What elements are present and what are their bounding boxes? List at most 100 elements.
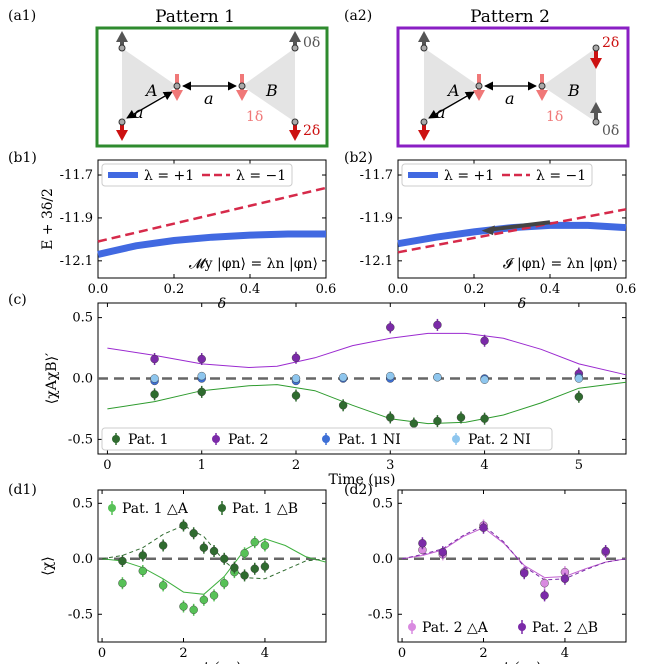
triangle-b-point: [438, 547, 447, 557]
pat-1-point: [433, 416, 442, 426]
legend-label: Pat. 1 △A: [122, 501, 189, 517]
x-tick-label: 0.0: [388, 282, 409, 297]
chart-d2: 0 2 4 0.5 0.0 -0.5 t (μs) Pat. 2 △A Pat. 2 △B: [368, 489, 627, 664]
legend-label: Pat. 1 NI: [338, 432, 401, 448]
pattern-2-title: Pattern 2: [470, 7, 550, 27]
x-axis-label: δ: [218, 296, 226, 312]
site: [118, 44, 126, 52]
legend-marker: [218, 504, 226, 512]
x-axis-label: t (μs): [203, 660, 240, 664]
triangle-a-point: [220, 578, 229, 588]
panel-label-d1: (d1): [8, 482, 37, 498]
y-tick-label: -11.7: [360, 168, 393, 183]
triangle-b-point: [220, 554, 229, 563]
fit-triangle-a: [402, 527, 627, 579]
y-axis-label: ⟨χAχB⟩′: [44, 353, 60, 404]
triangle-b-point: [209, 546, 219, 556]
legend-marker: [518, 623, 526, 631]
legend-label-plus: λ = +1: [444, 168, 494, 184]
pat-2-ni-point: [480, 375, 489, 384]
site: [291, 44, 299, 52]
pat-1-point: [338, 401, 348, 410]
ann-2delta: 2δ: [602, 35, 619, 51]
legend-marker: [322, 435, 330, 443]
x-tick-label: 4: [261, 646, 269, 661]
chart-d1: 0 2 4 0.5 0.0 -0.5 t (μs) ⟨χ⟩ Pat. 1 △A Pat. 1 △B: [40, 489, 327, 664]
pat-2-ni-point: [574, 374, 584, 383]
triangle-a-point: [189, 605, 198, 615]
y-axis-label: E + 3δ/2: [40, 188, 56, 250]
panel-label-b2: (b2): [344, 150, 373, 166]
y-tick-label: 0.5: [72, 496, 93, 511]
panel-label-a1: (a1): [8, 8, 36, 24]
pat-2-point: [197, 354, 206, 364]
site: [538, 82, 546, 90]
pat-1-point: [409, 419, 419, 428]
ann-1delta: 1δ: [246, 109, 263, 125]
y-tick-label: 0.0: [72, 552, 93, 567]
triangle-b-point: [158, 541, 168, 550]
series-lambda-minus: [397, 208, 627, 254]
plot-frame: [397, 489, 627, 643]
triangle-a-point: [179, 602, 188, 611]
x-tick-label: 0: [103, 458, 111, 473]
x-tick-label: 5: [575, 458, 583, 473]
legend-box: [101, 163, 293, 187]
y-tick-label: -0.5: [368, 607, 393, 622]
x-tick-label: 0.0: [88, 282, 109, 297]
legend-label-plus: λ = +1: [144, 168, 194, 184]
legend-label-minus: λ = −1: [536, 168, 586, 184]
pat-1-point: [291, 391, 301, 400]
pat-2-point: [291, 353, 301, 362]
triangle-b-point: [540, 591, 549, 600]
x-tick-label: 2: [179, 646, 187, 661]
site: [475, 82, 483, 90]
legend-label: Pat. 2 △A: [422, 620, 489, 636]
triangle-a-point: [209, 591, 219, 600]
pat-2-point: [386, 323, 395, 332]
triangle-b-point: [199, 543, 209, 552]
ann-0delta: 0δ: [303, 35, 320, 51]
triangle-a-point: [199, 595, 209, 605]
x-tick-label: 0: [398, 646, 406, 661]
triangle-a-point: [540, 578, 549, 588]
panel-label-b1: (b1): [8, 150, 37, 166]
label-b: B: [567, 81, 580, 100]
triangle-b: [542, 48, 596, 122]
x-axis-label: Time (μs): [328, 472, 395, 488]
pat-2-ni-point: [433, 373, 442, 382]
pat-2-point: [150, 354, 159, 364]
label-a: A: [144, 81, 158, 100]
fit-triangle-a: [102, 538, 327, 595]
triangle-b-point: [118, 556, 127, 566]
y-tick-label: -11.9: [360, 211, 393, 226]
legend-label: Pat. 2: [228, 432, 269, 448]
chart-c: 0 1 2 3 4 5 0.5 0.0 -0.5 Time (μs) ⟨χAχB⟩′ Pat. 1 Pa…: [44, 302, 627, 488]
legend-label: Pat. 2 NI: [468, 432, 531, 448]
site: [118, 118, 126, 126]
y-tick-label: -0.5: [68, 607, 93, 622]
triangle-b-point: [250, 564, 259, 573]
x-axis-label: t (μs): [503, 660, 540, 664]
pat-2-ni-point: [197, 371, 206, 381]
bond-label: a: [204, 89, 214, 108]
y-tick-label: -12.1: [60, 254, 93, 269]
y-tick-label: -12.1: [360, 254, 393, 269]
ann-1delta: 1δ: [546, 109, 563, 125]
x-axis-label: δ: [518, 296, 526, 312]
x-tick-label: 0: [98, 646, 106, 661]
triangle-b-point: [479, 523, 488, 532]
legend-marker: [408, 623, 416, 631]
y-tick-label: -0.5: [68, 432, 93, 447]
plot-frame: [397, 159, 627, 279]
x-tick-label: 2: [292, 458, 300, 473]
triangle-a-point: [138, 566, 147, 576]
site: [420, 118, 428, 126]
legend-marker: [452, 435, 460, 443]
site: [592, 118, 600, 126]
pattern-1-diagram: A B a a 0δ 1δ 2δ: [95, 26, 329, 148]
bond-label-2: a: [134, 103, 144, 122]
pattern-2-diagram: A B a a 2δ 1δ 0δ: [396, 26, 630, 148]
bond-label: a: [505, 89, 515, 108]
